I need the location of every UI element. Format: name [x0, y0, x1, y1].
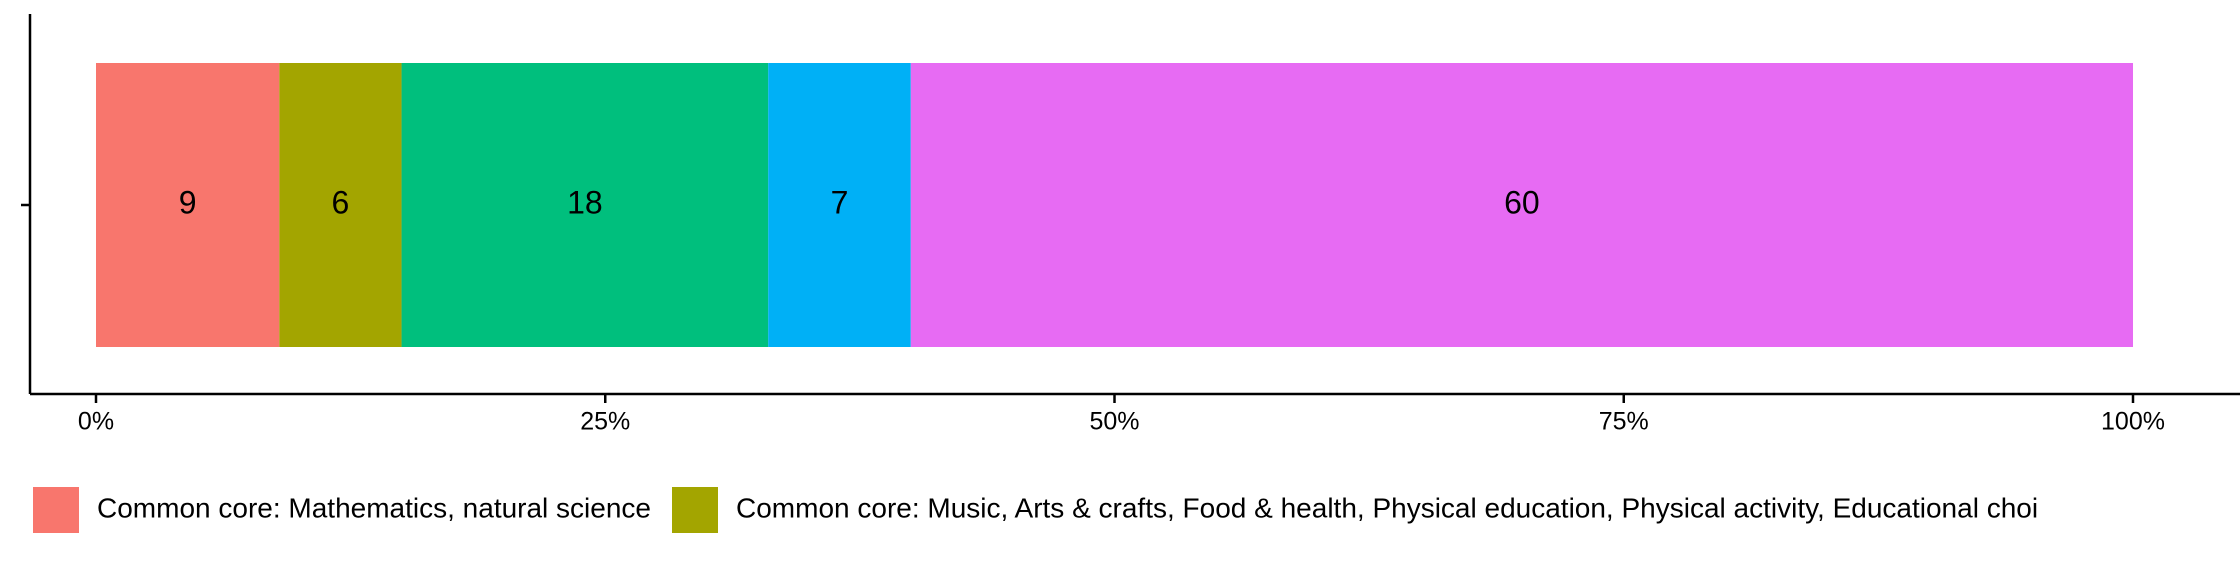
data-label: 60 — [1504, 184, 1540, 220]
bar-segment — [279, 63, 402, 347]
legend-key — [33, 487, 79, 533]
legend-label: Common core: Mathematics, natural scienc… — [97, 492, 651, 523]
data-label: 18 — [567, 184, 603, 220]
bar-segment — [768, 63, 911, 347]
bar-segment — [910, 63, 2133, 347]
x-tick-label: 0% — [78, 408, 114, 436]
legend-label: Common core: Music, Arts & crafts, Food … — [736, 492, 2038, 523]
bar-segment — [96, 63, 280, 347]
data-label: 6 — [332, 184, 350, 220]
x-tick-label: 100% — [2101, 408, 2165, 436]
x-tick-label: 50% — [1089, 408, 1139, 436]
bar-segment — [401, 63, 769, 347]
legend-key — [672, 487, 718, 533]
x-tick-label: 25% — [580, 408, 630, 436]
data-label: 7 — [831, 184, 849, 220]
x-tick-label: 75% — [1599, 408, 1649, 436]
data-label: 9 — [179, 184, 197, 220]
